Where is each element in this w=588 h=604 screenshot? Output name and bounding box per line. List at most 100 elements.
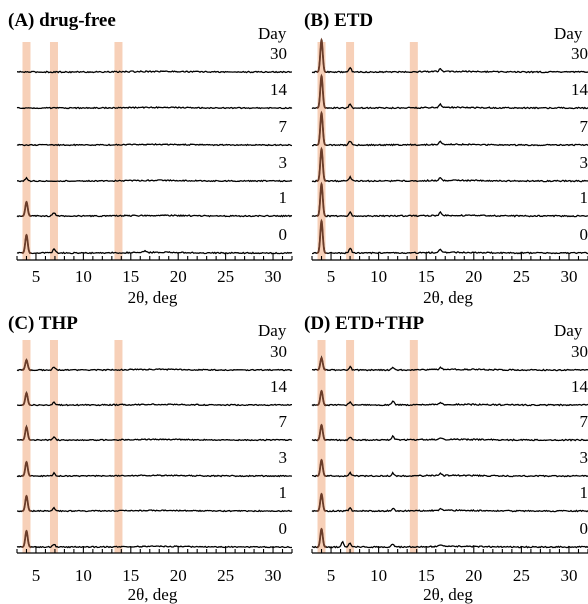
x-tick-label: 5 — [327, 566, 336, 585]
trace-day-1 — [16, 495, 293, 513]
x-tick-label: 30 — [265, 566, 282, 585]
x-tick-label: 25 — [513, 267, 530, 286]
panel-title: (A) drug-free — [8, 10, 116, 31]
peak-mark — [316, 423, 327, 441]
x-tick-label: 30 — [560, 267, 577, 286]
day-label-14: 14 — [571, 377, 588, 396]
day-legend-title: Day — [258, 24, 287, 43]
peak-mark — [316, 73, 327, 109]
trace-day-30 — [311, 39, 588, 74]
day-label-0: 0 — [580, 519, 588, 538]
highlight-band — [409, 42, 418, 260]
peak-mark — [21, 358, 32, 371]
x-tick-label: 5 — [32, 267, 41, 286]
x-axis-title: 2θ, deg — [423, 585, 473, 604]
day-label-3: 3 — [580, 448, 588, 467]
peak-mark — [316, 389, 327, 406]
x-axis-title: 2θ, deg — [423, 288, 473, 307]
trace-day-30 — [16, 358, 293, 372]
trace-day-0 — [16, 235, 293, 255]
x-tick-label: 25 — [513, 566, 530, 585]
trace-day-7 — [312, 113, 588, 147]
panel-title: (B) ETD — [304, 10, 373, 31]
x-tick-label: 20 — [170, 267, 187, 286]
panel-title: (D) ETD+THP — [304, 313, 424, 334]
day-label-0: 0 — [580, 225, 588, 244]
peak-mark — [316, 356, 327, 371]
x-tick-label: 5 — [32, 566, 41, 585]
peak-mark — [316, 110, 327, 146]
peak-mark — [21, 200, 32, 217]
day-label-30: 30 — [270, 342, 287, 361]
x-tick-label: 25 — [217, 566, 234, 585]
highlight-band — [346, 42, 355, 260]
trace-day-0 — [16, 530, 292, 549]
trace-day-14 — [17, 390, 292, 407]
trace-day-0 — [312, 220, 588, 255]
x-tick-label: 10 — [75, 267, 92, 286]
x-tick-label: 15 — [122, 267, 139, 286]
highlight-band — [409, 340, 418, 553]
x-tick-label: 15 — [418, 267, 435, 286]
x-tick-label: 20 — [465, 566, 482, 585]
peak-mark — [316, 218, 327, 254]
trace-day-14 — [311, 390, 588, 407]
x-tick-label: 30 — [265, 267, 282, 286]
highlight-band — [22, 42, 31, 260]
trace-day-3 — [16, 461, 293, 478]
peak-mark — [316, 527, 327, 548]
day-label-1: 1 — [580, 188, 588, 207]
day-label-3: 3 — [279, 448, 288, 467]
day-label-0: 0 — [279, 225, 288, 244]
day-legend-title: Day — [554, 24, 583, 43]
peak-mark — [316, 181, 327, 217]
day-label-7: 7 — [580, 117, 588, 136]
x-tick-label: 30 — [560, 566, 577, 585]
day-legend-title: Day — [554, 321, 583, 340]
x-tick-label: 25 — [217, 267, 234, 286]
x-axis-title: 2θ, deg — [128, 585, 178, 604]
day-label-7: 7 — [580, 412, 588, 431]
day-label-14: 14 — [270, 377, 288, 396]
highlight-band — [114, 340, 123, 553]
day-label-1: 1 — [279, 483, 288, 502]
day-label-0: 0 — [279, 519, 288, 538]
day-label-14: 14 — [571, 80, 588, 99]
highlight-band — [49, 340, 58, 553]
peak-mark — [21, 391, 32, 406]
highlight-band — [346, 340, 355, 553]
panel-title: (C) THP — [8, 313, 78, 334]
trace-day-14 — [16, 106, 293, 110]
x-axis-title: 2θ, deg — [128, 288, 178, 307]
trace-day-30 — [17, 70, 292, 74]
trace-day-30 — [311, 355, 588, 372]
x-tick-label: 15 — [418, 566, 435, 585]
x-tick-label: 20 — [170, 566, 187, 585]
day-label-3: 3 — [279, 153, 288, 172]
x-tick-label: 15 — [122, 566, 139, 585]
peak-mark — [21, 529, 32, 548]
trace-day-7 — [16, 424, 293, 442]
peak-mark — [21, 460, 32, 477]
day-label-14: 14 — [270, 80, 288, 99]
highlight-band — [22, 340, 31, 553]
day-label-7: 7 — [279, 412, 288, 431]
x-tick-label: 20 — [465, 267, 482, 286]
x-tick-label: 10 — [370, 566, 387, 585]
trace-day-0 — [311, 528, 588, 549]
day-label-1: 1 — [279, 188, 288, 207]
x-tick-label: 10 — [75, 566, 92, 585]
trace-day-1 — [311, 184, 588, 218]
x-tick-label: 10 — [370, 267, 387, 286]
peak-mark — [21, 425, 32, 441]
peak-mark — [316, 37, 327, 73]
peak-mark — [316, 458, 327, 477]
peak-mark — [316, 492, 327, 512]
trace-day-1 — [311, 494, 588, 513]
highlight-band — [114, 42, 123, 260]
day-label-30: 30 — [270, 44, 287, 63]
